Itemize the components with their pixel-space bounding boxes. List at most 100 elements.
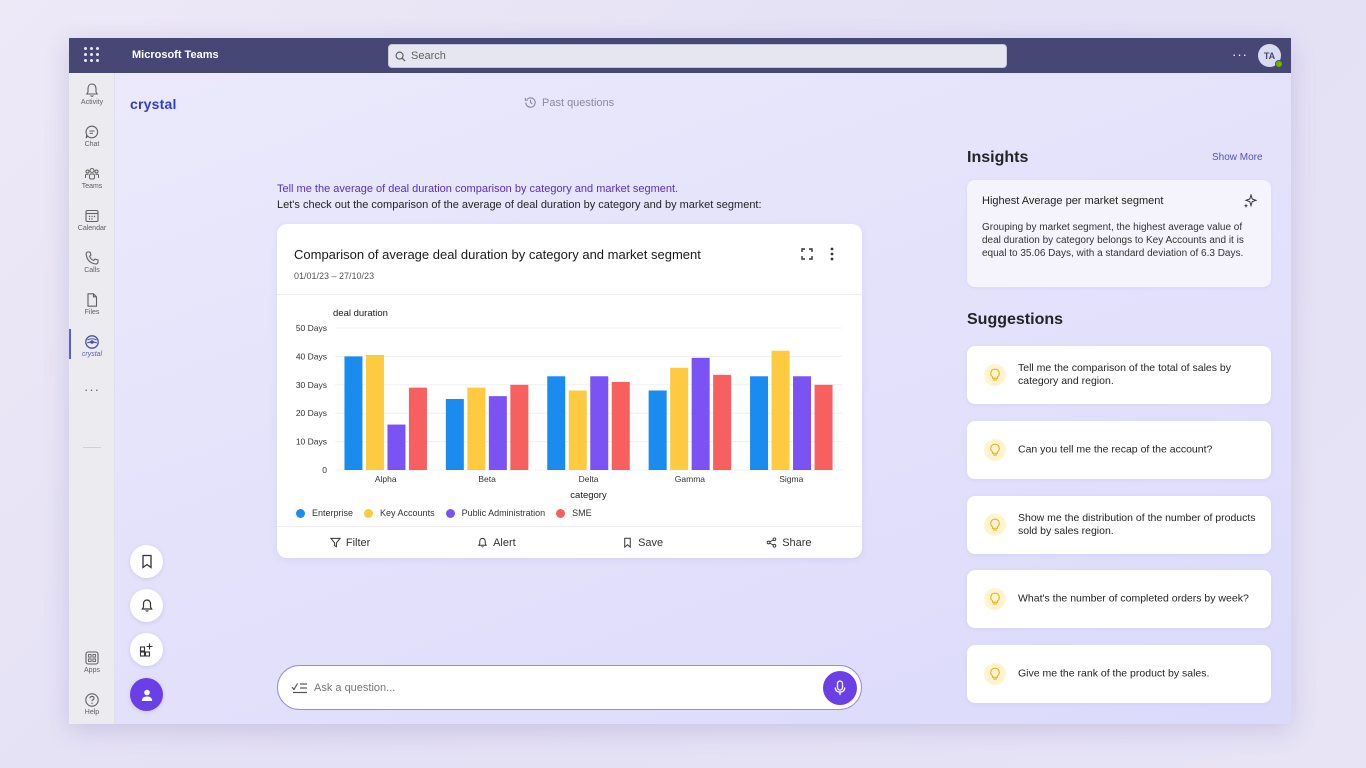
suggestions-heading: Suggestions — [967, 311, 1064, 328]
checklist-icon — [291, 683, 307, 694]
insight-card[interactable]: Highest Average per market segment Group… — [967, 180, 1271, 287]
expand-icon[interactable] — [801, 248, 813, 260]
search-input[interactable]: Search — [388, 44, 1007, 68]
filter-button[interactable]: Filter — [277, 527, 423, 558]
rail-item-apps[interactable]: Apps — [69, 650, 115, 674]
legend-item[interactable]: Enterprise — [296, 508, 353, 518]
y-tick-label: 0 — [322, 465, 327, 475]
rail-label-apps: Apps — [84, 667, 100, 674]
microphone-button[interactable] — [823, 671, 857, 705]
history-icon — [524, 97, 536, 108]
legend-item[interactable]: SME — [556, 508, 592, 518]
legend-swatch — [556, 508, 566, 518]
x-axis-label: category — [570, 490, 607, 501]
ask-question-bar — [277, 665, 862, 710]
legend-swatch — [445, 508, 455, 518]
rail-label-activity: Activity — [80, 99, 104, 106]
legend-swatch — [296, 508, 305, 518]
search-placeholder: Search — [411, 50, 446, 62]
lightbulb-icon — [984, 364, 1006, 386]
chat-icon — [85, 125, 99, 139]
lightbulb-icon — [984, 514, 1006, 536]
chart-bar — [648, 390, 667, 470]
bookmark-button[interactable] — [130, 545, 163, 578]
alert-button[interactable]: Alert — [423, 527, 569, 558]
rail-item-files[interactable]: Files — [69, 292, 115, 316]
rail-item-teams[interactable]: Teams — [69, 166, 115, 190]
chart-bar — [814, 384, 833, 470]
suggestion-item[interactable]: Show me the distribution of the number o… — [967, 496, 1271, 554]
rail-label-help: Help — [84, 709, 100, 716]
past-questions-link[interactable]: Past questions — [523, 95, 614, 110]
x-tick-label: Sigma — [779, 474, 803, 484]
avatar[interactable]: TA — [1258, 44, 1283, 68]
rail-item-chat[interactable]: Chat — [69, 124, 115, 148]
rail-item-crystal[interactable]: crystal — [69, 334, 115, 358]
chart-actions: Filter Alert Save Share — [277, 526, 862, 558]
chart-bar — [445, 399, 464, 470]
chart-bar — [488, 396, 507, 470]
chart-bar — [568, 390, 587, 470]
rail-item-activity[interactable]: Activity — [69, 82, 115, 106]
kebab-menu-icon[interactable] — [829, 247, 835, 261]
save-button[interactable]: Save — [570, 527, 716, 558]
dashboards-button[interactable] — [130, 633, 163, 666]
rail-label-calendar: Calendar — [77, 225, 107, 232]
chart-legend: Enterprise Key Accounts Public Administrat… — [296, 508, 603, 518]
bar-chart: deal duration 0 10 Days 20 Days 30 Days 40 Da… — [296, 308, 842, 501]
insight-body: Grouping by market segment, the highest … — [982, 222, 1244, 259]
past-questions-label: Past questions — [542, 96, 615, 109]
rail-item-calls[interactable]: Calls — [69, 250, 115, 274]
suggestion-text: Show me the distribution of the number o… — [1018, 512, 1256, 537]
legend-swatch — [364, 508, 374, 518]
app-launcher-icon[interactable] — [84, 47, 100, 63]
alerts-button[interactable] — [130, 589, 163, 622]
bell-icon — [85, 83, 99, 97]
more-options-icon[interactable]: ··· — [1232, 47, 1248, 62]
add-widget-icon — [139, 643, 153, 657]
ask-question-input[interactable] — [314, 679, 814, 697]
teams-icon — [85, 168, 99, 180]
legend-item[interactable]: Key Accounts — [364, 508, 435, 518]
y-tick-label: 50 Days — [296, 323, 327, 333]
suggestion-item[interactable]: Give me the rank of the product by sales… — [967, 645, 1271, 703]
suggestion-text: Give me the rank of the product by sales… — [1018, 667, 1210, 680]
rail-label-crystal: crystal — [81, 351, 103, 358]
chart-bar — [344, 356, 363, 470]
suggestion-text: What's the number of completed orders by… — [1018, 592, 1249, 605]
chart-bar — [547, 376, 566, 470]
chart-date-range: 01/01/23 – 27/10/23 — [294, 271, 375, 281]
chart-bar — [691, 357, 710, 470]
title-bar: Microsoft Teams Search ··· TA — [69, 38, 1291, 73]
rail-item-help[interactable]: Help — [69, 692, 115, 716]
chart-bar — [510, 384, 529, 470]
crystal-brand-logo: crystal — [130, 96, 177, 112]
y-axis-label: deal duration — [333, 308, 388, 319]
x-tick-label: Gamma — [675, 474, 706, 484]
y-tick-label: 30 Days — [296, 380, 327, 390]
bell-icon — [477, 537, 488, 548]
share-icon — [766, 537, 777, 548]
profile-button[interactable] — [130, 678, 163, 711]
show-more-link[interactable]: Show More — [1212, 152, 1263, 163]
suggestion-item[interactable]: What's the number of completed orders by… — [967, 570, 1271, 628]
crystal-icon — [85, 335, 99, 349]
suggestion-item[interactable]: Tell me the comparison of the total of s… — [967, 346, 1271, 404]
chart-card: Comparison of average deal duration by c… — [277, 224, 862, 558]
legend-item[interactable]: Public Administration — [445, 508, 545, 518]
share-label: Share — [782, 536, 812, 549]
insight-title: Highest Average per market segment — [982, 195, 1164, 207]
insights-heading: Insights — [967, 149, 1029, 166]
file-icon — [87, 293, 98, 307]
phone-icon — [85, 251, 99, 265]
rail-more-apps-icon[interactable]: ··· — [84, 382, 100, 397]
chart-bar — [670, 367, 689, 470]
avatar-initials: TA — [1263, 50, 1276, 61]
suggestion-item[interactable]: Can you tell me the recap of the account… — [967, 421, 1271, 479]
x-tick-label: Delta — [579, 474, 599, 484]
share-button[interactable]: Share — [716, 527, 862, 558]
alert-label: Alert — [493, 536, 516, 549]
rail-item-calendar[interactable]: Calendar — [69, 208, 115, 232]
bookmark-icon — [141, 554, 152, 569]
chart-bar — [793, 376, 812, 470]
